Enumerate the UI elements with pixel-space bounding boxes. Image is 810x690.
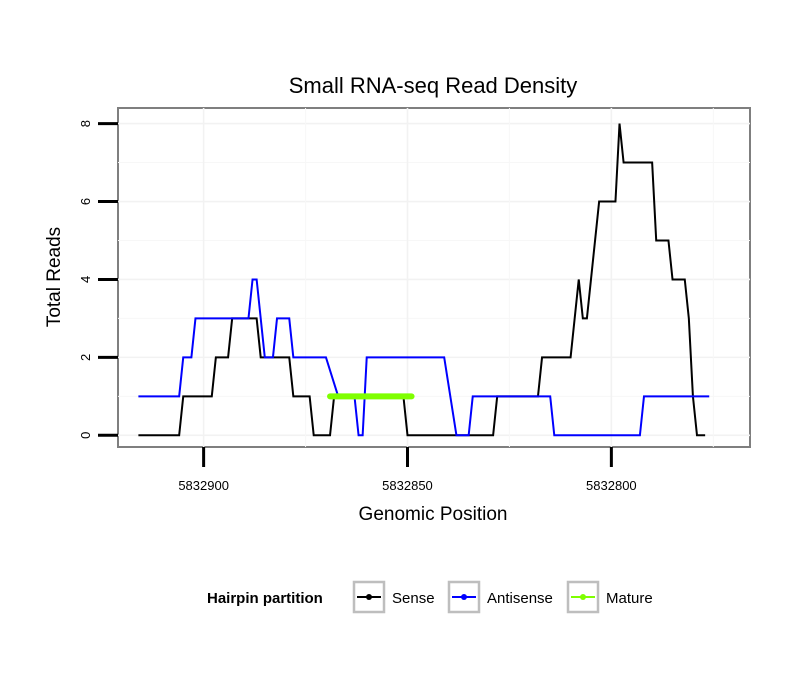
x-axis-title: Genomic Position [359,504,508,525]
series-layer [138,123,710,437]
y-axis-title: Total Reads [44,227,65,327]
legend-item-sense: Sense [352,580,435,614]
legend-item-mature: Mature [566,580,653,614]
y-tick-label: 0 [78,432,93,439]
plot-panel [117,107,751,448]
legend: Hairpin partition Sense Antisense Mature [207,580,653,614]
legend-title: Hairpin partition [207,590,323,607]
axes: 0 2 4 6 8 5832900 5832850 5832800 [78,120,637,493]
legend-label-antisense: Antisense [487,590,553,607]
x-tick-label: 5832850 [382,478,433,493]
legend-dot-mature [580,594,586,600]
x-tick-label: 5832800 [586,478,637,493]
y-tick-label: 8 [78,120,93,127]
series-line-antisense [138,278,710,437]
y-tick-label: 4 [78,276,93,283]
legend-item-antisense: Antisense [447,580,553,614]
y-tick-label: 6 [78,198,93,205]
legend-dot-sense [366,594,372,600]
x-tick-label: 5832900 [178,478,229,493]
y-tick-label: 2 [78,354,93,361]
chart-title: Small RNA-seq Read Density [289,73,578,98]
legend-dot-antisense [461,594,467,600]
legend-label-mature: Mature [606,590,653,607]
grid [118,108,750,447]
legend-label-sense: Sense [392,590,435,607]
